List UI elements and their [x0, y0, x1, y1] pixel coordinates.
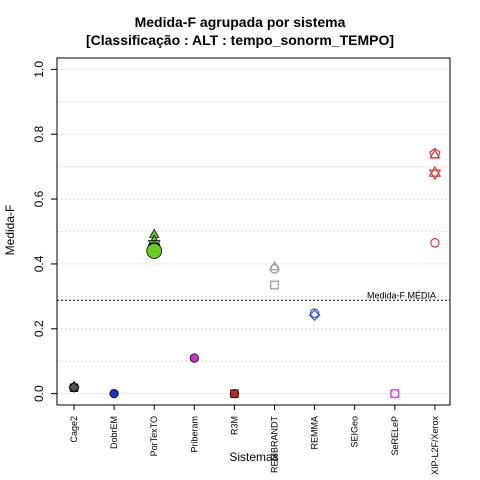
- data-point: [146, 243, 163, 259]
- y-tick-label: 0.8: [32, 126, 46, 143]
- reference-line-label: Medida-F MÉDIA: [367, 290, 436, 300]
- x-tick-label: R3M: [229, 416, 239, 435]
- chart-subtitle: [Classificação : ALT : tempo_sonorm_TEMP…: [86, 32, 394, 48]
- x-axis: Cage2 DobrEM PorTexTO Priberam R3M REMBRANDT R…: [69, 405, 440, 475]
- data-points: [68, 147, 442, 399]
- plot-frame: [56, 57, 451, 406]
- data-point: [389, 388, 400, 399]
- y-tick-label: 0.0: [32, 385, 46, 402]
- data-point: [269, 263, 280, 274]
- data-point: [68, 381, 80, 393]
- x-tick-label: DobrEM: [109, 416, 119, 449]
- y-axis-label: Medida-F: [3, 205, 17, 256]
- chart-title: Medida-F agrupada por sistema: [135, 14, 346, 30]
- data-point: [109, 389, 119, 399]
- x-tick-label: XIP-L2F/Xerox: [430, 416, 440, 476]
- data-point: [189, 353, 199, 363]
- data-point: [270, 280, 279, 290]
- y-tick-label: 0.6: [32, 190, 46, 207]
- data-point: [308, 309, 321, 322]
- data-point: [430, 238, 440, 248]
- x-tick-label: SEIGeo: [350, 416, 360, 448]
- data-point: [429, 148, 441, 159]
- x-tick-label: Cage2: [69, 416, 79, 443]
- data-point: [428, 169, 442, 181]
- x-axis-label: Sistemas: [229, 450, 278, 464]
- x-tick-label: PorTexTO: [149, 416, 159, 456]
- grid-lines: [57, 68, 450, 395]
- x-tick-label: Priberam: [189, 416, 199, 453]
- x-tick-label: SeRELeP: [390, 416, 400, 456]
- data-point: [428, 165, 442, 177]
- data-point: [230, 389, 239, 398]
- x-tick-label: REMBRANDT: [270, 416, 280, 474]
- y-tick-label: 0.4: [32, 255, 46, 272]
- data-point: [268, 260, 281, 271]
- y-tick-label: 1.0: [32, 61, 46, 78]
- x-tick-label: REMMA: [310, 416, 320, 450]
- data-point: [309, 308, 320, 319]
- y-axis: 0.0 0.2 0.4 0.6 0.8 1.0: [32, 61, 57, 402]
- y-tick-label: 0.2: [32, 320, 46, 337]
